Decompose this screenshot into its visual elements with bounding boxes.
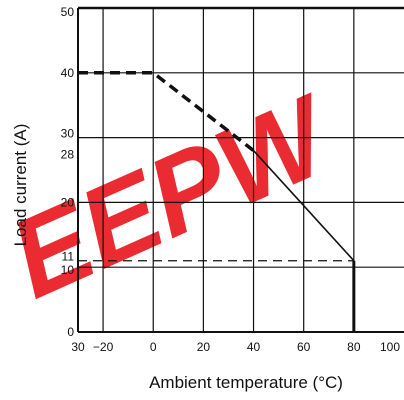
y-tick-label: 10 [61,263,75,277]
y-tick-label: 0 [67,325,74,339]
y-tick-label: 28 [61,148,75,162]
x-tick-label: 40 [247,340,261,354]
x-tick-label: 80 [347,340,361,354]
series-line-2 [252,150,355,262]
watermark: EEPW [0,70,353,322]
x-axis-label: Ambient temperature (°C) [149,373,343,392]
x-tick-label: −20 [93,340,114,354]
y-tick-label: 30 [61,127,75,141]
y-tick-label: 11 [62,250,75,264]
x-tick-label: 60 [297,340,311,354]
gridlines [78,8,404,332]
series-line-1 [78,71,255,152]
x-tick-label: 100 [380,340,400,354]
y-tick-label: 40 [61,66,75,80]
series-lines [78,71,355,262]
x-tick-label: 0 [150,340,157,354]
x-tick-label: 20 [197,340,211,354]
plot-frame [77,6,404,333]
y-tick-label: 20 [61,195,75,209]
y-tick-label: 50 [61,5,75,19]
watermark-text: EEPW [0,70,353,322]
x-tick-label: 30 [71,340,85,354]
y-axis-label: Load current (A) [11,124,30,247]
